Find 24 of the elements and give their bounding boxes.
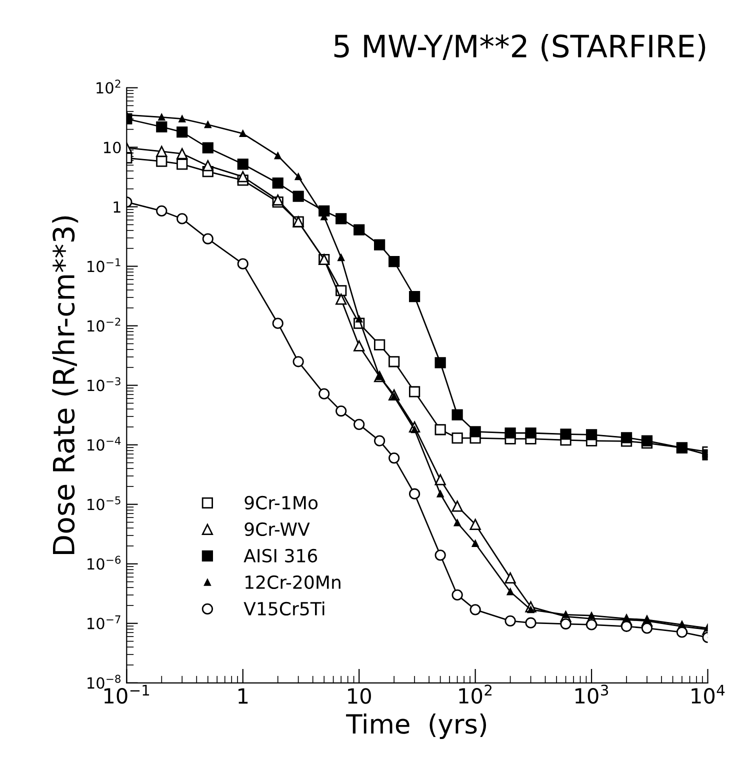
legend-label: 9Cr-WV — [244, 522, 310, 536]
x-axis-title: Time (yrs) — [346, 713, 486, 740]
chart-title: 5 MW-Y/M**2 (STARFIRE) — [334, 34, 706, 62]
x-tick-label: 10 — [348, 688, 371, 704]
y-tick-label: 10$^{−8}$ — [88, 674, 121, 689]
y-tick-label: 10$^{−7}$ — [88, 615, 120, 630]
y-tick-label: 10$^{2}$ — [96, 80, 120, 94]
y-axis-title: Dose Rate (R/hr-cm**3) — [52, 216, 78, 554]
y-tick-label: 10$^{−2}$ — [88, 318, 120, 332]
x-tick-label: 10$^{4}$ — [692, 684, 725, 704]
y-tick-label: 10$^{−3}$ — [88, 377, 120, 392]
y-tick-label: 10$^{−1}$ — [88, 258, 120, 272]
legend-label: AISI 316 — [244, 548, 318, 563]
y-tick-label: 10$^{−6}$ — [88, 556, 121, 570]
legend-label: 9Cr-1Mo — [244, 496, 318, 510]
y-tick-label: 10$^{−5}$ — [88, 496, 120, 510]
x-tick-label: 1 — [238, 688, 248, 704]
y-tick-label: 10$^{−4}$ — [88, 436, 121, 451]
x-tick-label: 10$^{3}$ — [575, 684, 608, 704]
y-tick-label: 1 — [114, 201, 120, 213]
legend-label: 12Cr-20Mn — [246, 575, 340, 590]
y-tick-label: 10 — [104, 142, 121, 154]
legend-label: V15Cr5Ti — [244, 602, 324, 616]
x-tick-label: 10$^{2}$ — [459, 684, 492, 704]
